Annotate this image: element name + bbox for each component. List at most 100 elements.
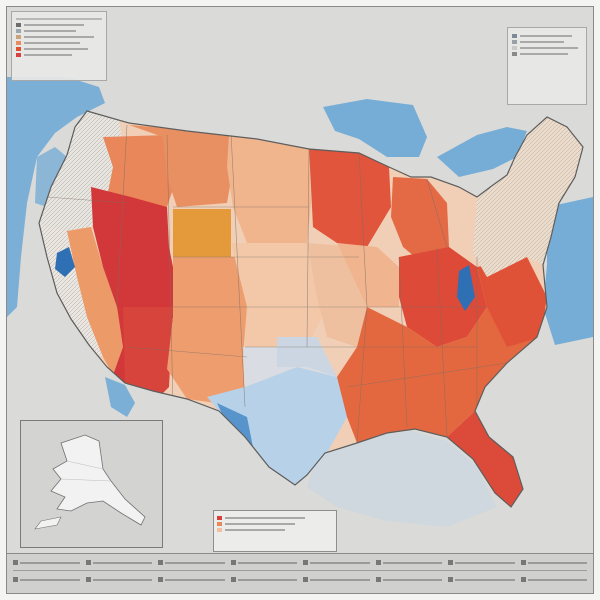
bottom-bar-marker xyxy=(230,560,236,565)
bottom-bar-label-placeholder xyxy=(237,561,297,564)
bottom-bar-label-placeholder xyxy=(165,561,225,564)
region-virginia-carolinas xyxy=(477,257,547,347)
legend-top-left-row xyxy=(16,47,102,51)
region-dakotas xyxy=(227,135,311,243)
bottom-bar-marker xyxy=(448,560,453,565)
bottom-bar-cell xyxy=(158,575,225,584)
region-iowa-illinois xyxy=(337,243,399,307)
region-arizona xyxy=(123,307,173,399)
scale-legend xyxy=(213,510,337,552)
region-michigan xyxy=(391,177,449,267)
legend-top-left-swatch xyxy=(16,47,21,51)
legend-top-right-row xyxy=(512,40,582,44)
bottom-bar-marker xyxy=(158,577,163,582)
map-frame xyxy=(6,6,594,594)
lake-superior-region xyxy=(323,99,427,157)
legend-top-left-row xyxy=(16,29,102,33)
legend-top-left-row xyxy=(16,41,102,45)
scale-legend-swatch xyxy=(217,522,222,526)
bottom-bar-cell xyxy=(85,575,152,584)
bottom-bar-marker xyxy=(85,560,91,565)
region-southeast xyxy=(337,307,541,443)
scale-legend-row xyxy=(217,528,333,532)
bottom-bar-label-placeholder xyxy=(20,578,80,581)
legend-top-right-row xyxy=(512,52,582,56)
legend-top-left-label-placeholder xyxy=(24,24,84,26)
lake-erie-spot xyxy=(457,265,475,311)
scale-legend-row xyxy=(217,522,333,526)
bottom-bar-cell xyxy=(303,558,370,567)
legend-top-right-swatch xyxy=(512,52,517,56)
legend-top-left-rows xyxy=(16,23,102,57)
region-northeast-hatch xyxy=(473,117,583,277)
legend-top-right xyxy=(507,27,587,105)
bottom-bar-label-placeholder xyxy=(310,578,370,581)
region-colorado-newmexico xyxy=(167,257,247,407)
bottom-bar-divider xyxy=(13,570,587,571)
aleutian-islands xyxy=(34,516,62,530)
legend-top-right-row xyxy=(512,34,582,38)
legend-top-left-swatch xyxy=(16,23,21,27)
scale-legend-label-placeholder xyxy=(225,529,285,531)
scale-legend-label-placeholder xyxy=(225,523,295,525)
bottom-bar-cell xyxy=(448,558,515,567)
region-california-coast-hatch xyxy=(39,223,103,357)
bottom-legend-bar xyxy=(7,553,593,593)
legend-top-left xyxy=(11,11,107,81)
state-borders xyxy=(46,124,508,444)
bottom-bar-marker xyxy=(448,577,453,582)
region-texas-south xyxy=(207,367,347,485)
legend-top-left-swatch xyxy=(16,41,21,45)
bottom-bar-label-placeholder xyxy=(527,578,587,581)
us-outline xyxy=(38,110,584,508)
bottom-bar-label-placeholder xyxy=(20,561,80,564)
bottom-bar-cell xyxy=(520,558,587,567)
legend-top-right-row xyxy=(512,46,582,50)
legend-top-right-label-placeholder xyxy=(520,41,564,43)
legend-top-left-row xyxy=(16,23,102,27)
lake-tahoe-spot xyxy=(55,247,75,277)
legend-top-left-swatch xyxy=(16,53,21,57)
bottom-bar-marker xyxy=(303,560,308,565)
legend-top-left-swatch xyxy=(16,35,21,39)
alaska-inset-map xyxy=(34,434,146,530)
atlantic-ocean xyxy=(543,197,593,345)
baja-water xyxy=(105,377,135,417)
bottom-bar-marker xyxy=(375,577,381,582)
legend-top-left-swatch xyxy=(16,29,21,33)
legend-top-left-row xyxy=(16,35,102,39)
pacific-coast-water xyxy=(35,147,67,207)
bottom-bar-cell xyxy=(158,558,225,567)
legend-top-right-label-placeholder xyxy=(520,47,578,49)
scale-legend-rows xyxy=(217,516,333,532)
bottom-bar-cell xyxy=(375,575,442,584)
scale-legend-row xyxy=(217,516,333,520)
bottom-bar-label-placeholder xyxy=(527,561,587,564)
bottom-bar-cell xyxy=(375,558,442,567)
alaska-inset xyxy=(20,420,163,548)
bottom-bar-label-placeholder xyxy=(92,578,152,581)
legend-top-left-label-placeholder xyxy=(24,48,88,50)
bottom-bar-marker xyxy=(13,577,18,582)
scale-legend-swatch xyxy=(217,528,222,532)
great-lakes-east xyxy=(437,127,527,177)
bottom-bar-cell xyxy=(85,558,152,567)
water-bodies xyxy=(7,77,593,527)
alaska-shape xyxy=(50,434,146,526)
bottom-bar-label-placeholder xyxy=(310,561,370,564)
region-wyoming xyxy=(173,209,231,257)
bottom-bar-marker xyxy=(375,560,381,565)
choropleth-regions xyxy=(39,111,583,507)
legend-top-left-label-placeholder xyxy=(24,42,80,44)
bottom-bar-marker xyxy=(158,560,163,565)
legend-top-left-row xyxy=(16,53,102,57)
bottom-bar-cell xyxy=(230,558,297,567)
bottom-bar-row xyxy=(7,554,593,567)
legend-top-right-swatch xyxy=(512,46,517,50)
legend-top-left-label-placeholder xyxy=(24,36,94,38)
bottom-bar-cell xyxy=(230,575,297,584)
bottom-bar-cell xyxy=(13,558,80,567)
region-california-inland xyxy=(67,227,123,375)
legend-title-placeholder xyxy=(16,18,102,20)
region-minnesota-wisconsin xyxy=(309,149,391,247)
